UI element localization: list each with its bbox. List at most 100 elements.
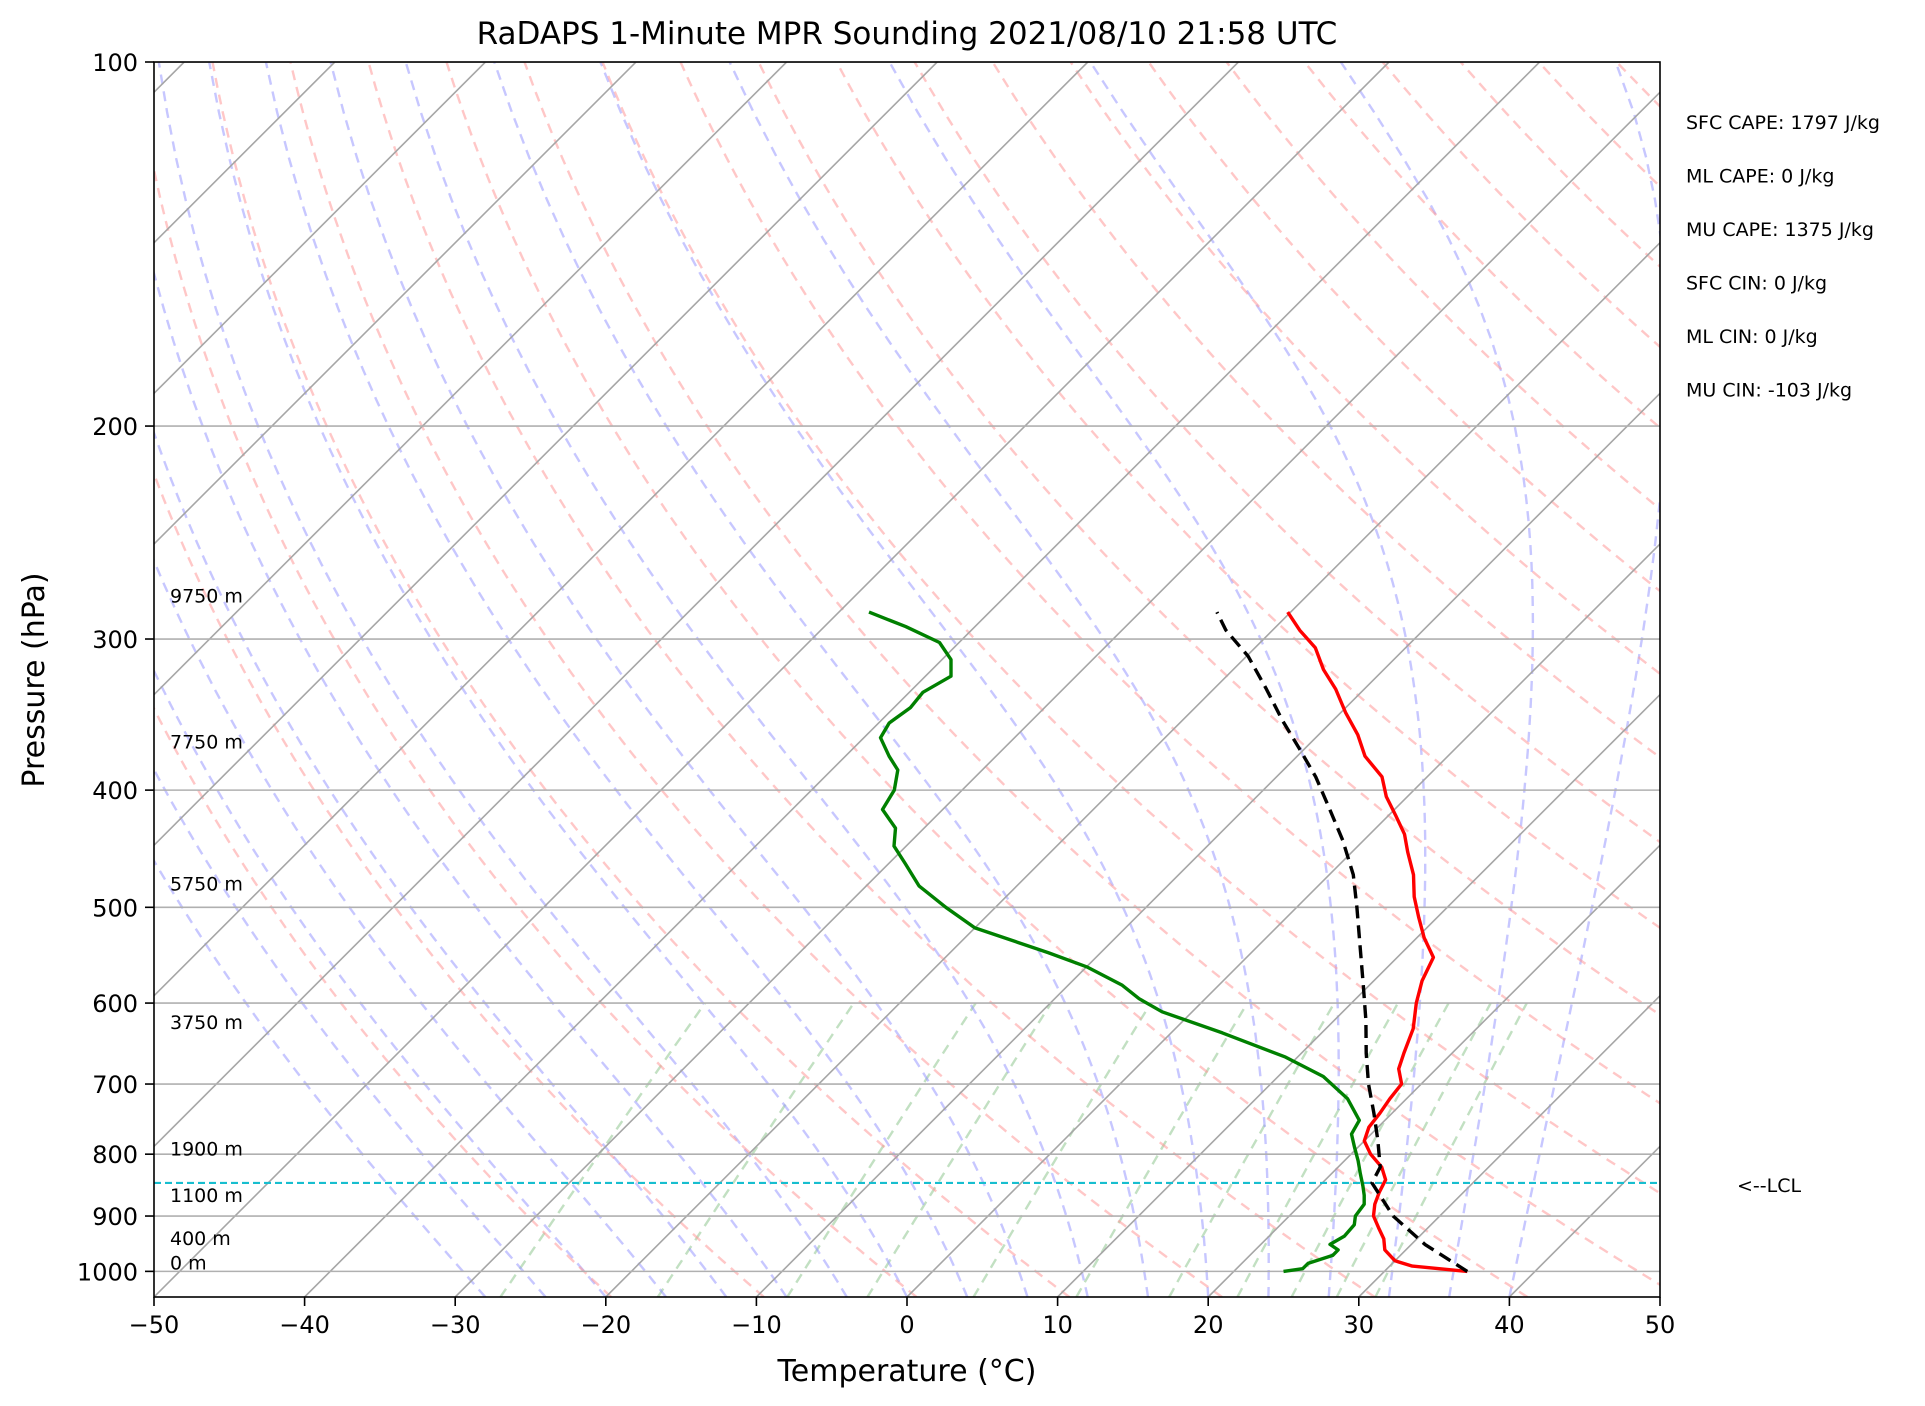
height-label: 3750 m — [170, 1012, 243, 1034]
x-tick-label: 20 — [1193, 1311, 1224, 1339]
parcel-profile — [1215, 611, 1469, 1273]
y-tick-label: 200 — [92, 413, 138, 441]
height-label: 0 m — [170, 1252, 207, 1274]
mixing-ratio-line — [656, 1002, 855, 1297]
dry-adiabat — [523, 62, 1660, 1287]
moist-adiabat — [599, 62, 1210, 1297]
stat-label: ML CAPE: 0 J/kg — [1686, 166, 1834, 188]
dry-adiabat — [835, 62, 1660, 930]
mixing-ratio-line — [499, 1002, 706, 1297]
isotherm-line — [154, 62, 637, 546]
height-label: 7750 m — [170, 732, 243, 754]
dry-adiabat — [154, 706, 613, 1297]
isotherm-line — [454, 91, 1660, 1297]
height-label: 1900 m — [170, 1138, 243, 1160]
moist-adiabat — [888, 62, 1340, 1297]
dry-adiabat — [211, 62, 1071, 1297]
moist-adiabat — [154, 767, 547, 1297]
y-axis-label: Pressure (hPa) — [17, 572, 52, 787]
isotherm-line — [154, 62, 788, 696]
lcl-label: <--LCL — [1737, 1175, 1801, 1197]
x-tick-label: −40 — [279, 1311, 330, 1339]
moist-adiabat — [329, 62, 1029, 1297]
isotherm-line — [154, 62, 1089, 997]
moist-adiabat — [154, 668, 607, 1297]
moist-adiabat — [1508, 62, 1660, 1297]
dry-adiabat — [445, 62, 1529, 1297]
moist-adiabats — [154, 62, 1660, 1297]
stat-label: ML CIN: 0 J/kg — [1686, 326, 1818, 348]
moist-adiabat — [264, 62, 969, 1297]
y-axis-ticks: 1000 900 800 700 600 500 400 300 200 100 — [77, 49, 154, 1286]
y-tick-label: 700 — [92, 1071, 138, 1099]
isotherm-line — [1207, 844, 1660, 1297]
x-tick-label: 10 — [1042, 1311, 1073, 1339]
y-tick-label: 1000 — [77, 1258, 138, 1286]
x-tick-label: −30 — [430, 1311, 481, 1339]
y-tick-label: 500 — [92, 894, 138, 922]
dry-adiabat — [1147, 62, 1660, 593]
y-tick-label: 900 — [92, 1203, 138, 1231]
dewpoint-profile — [868, 610, 1366, 1274]
moist-adiabat — [728, 62, 1270, 1297]
dry-adiabat — [601, 62, 1660, 1195]
moist-adiabat — [157, 62, 848, 1297]
stat-label: SFC CIN: 0 J/kg — [1686, 273, 1827, 295]
isotherm-line — [154, 62, 1239, 1148]
y-tick-label: 300 — [92, 626, 138, 654]
height-label: 5750 m — [170, 873, 243, 895]
y-tick-label: 400 — [92, 777, 138, 805]
moist-adiabat — [154, 557, 667, 1297]
isotherm-line — [304, 62, 1541, 1297]
x-tick-label: −10 — [731, 1311, 782, 1339]
dry-adiabat — [991, 62, 1660, 759]
isotherm-line — [755, 392, 1660, 1297]
stat-label: SFC CAPE: 1797 J/kg — [1686, 112, 1880, 134]
dry-adiabat — [154, 164, 918, 1297]
mixing-ratio-line — [1335, 1002, 1492, 1297]
dry-adiabat — [154, 470, 765, 1297]
moist-adiabat — [404, 62, 1089, 1297]
x-axis-label: Temperature (°C) — [777, 1354, 1037, 1389]
plot-area — [154, 62, 1660, 1297]
isotherm-line — [154, 62, 938, 847]
height-label: 1100 m — [170, 1185, 243, 1207]
x-tick-label: −50 — [129, 1311, 180, 1339]
mixing-ratio-line — [866, 1002, 1053, 1297]
x-tick-label: 50 — [1645, 1311, 1676, 1339]
temperature-profile — [1286, 611, 1468, 1274]
moist-adiabat — [154, 268, 788, 1297]
isotherm-line — [906, 542, 1660, 1297]
moist-adiabat — [1089, 62, 1427, 1297]
height-label: 400 m — [170, 1228, 231, 1250]
y-tick-label: 800 — [92, 1141, 138, 1169]
dry-adiabat — [367, 62, 1376, 1297]
isotherm-line — [605, 241, 1660, 1297]
moist-adiabat — [208, 62, 909, 1297]
sounding-profiles — [868, 610, 1469, 1274]
moist-adiabat — [493, 62, 1150, 1297]
x-tick-label: 0 — [899, 1311, 914, 1339]
stability-indices: SFC CAPE: 1797 J/kg ML CAPE: 0 J/kg MU CAP… — [1686, 112, 1880, 402]
stat-label: MU CAPE: 1375 J/kg — [1686, 219, 1874, 241]
isotherm-line — [154, 62, 1390, 1297]
isotherms — [154, 62, 1660, 1297]
dry-adiabat — [679, 62, 1660, 1105]
dry-adiabats — [154, 62, 1660, 1297]
y-tick-label: 100 — [92, 49, 138, 77]
chart-title: RaDAPS 1-Minute MPR Sounding 2021/08/10 … — [477, 16, 1338, 52]
stat-label: MU CIN: -103 J/kg — [1686, 380, 1852, 402]
moist-adiabat — [1339, 62, 1535, 1297]
mixing-ratio-line — [786, 1002, 977, 1297]
x-axis-ticks: −50 −40 −30 −20 −10 0 10 20 30 40 50 — [129, 1297, 1676, 1339]
x-tick-label: 30 — [1344, 1311, 1375, 1339]
dry-adiabat — [757, 62, 1660, 1017]
moist-adiabat — [154, 429, 728, 1297]
dry-adiabat — [913, 62, 1660, 844]
x-tick-label: 40 — [1494, 1311, 1525, 1339]
isotherm-line — [1057, 693, 1660, 1297]
isotherm-line — [154, 62, 486, 395]
isotherm-line — [1358, 994, 1660, 1297]
